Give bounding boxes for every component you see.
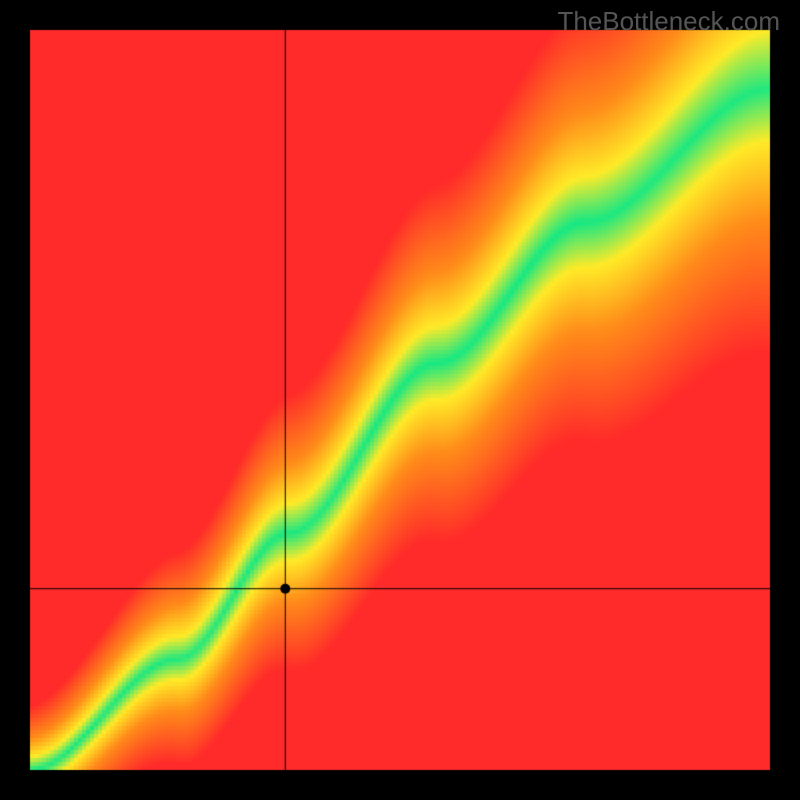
watermark-label: TheBottleneck.com <box>557 6 780 37</box>
bottleneck-heatmap <box>0 0 800 800</box>
